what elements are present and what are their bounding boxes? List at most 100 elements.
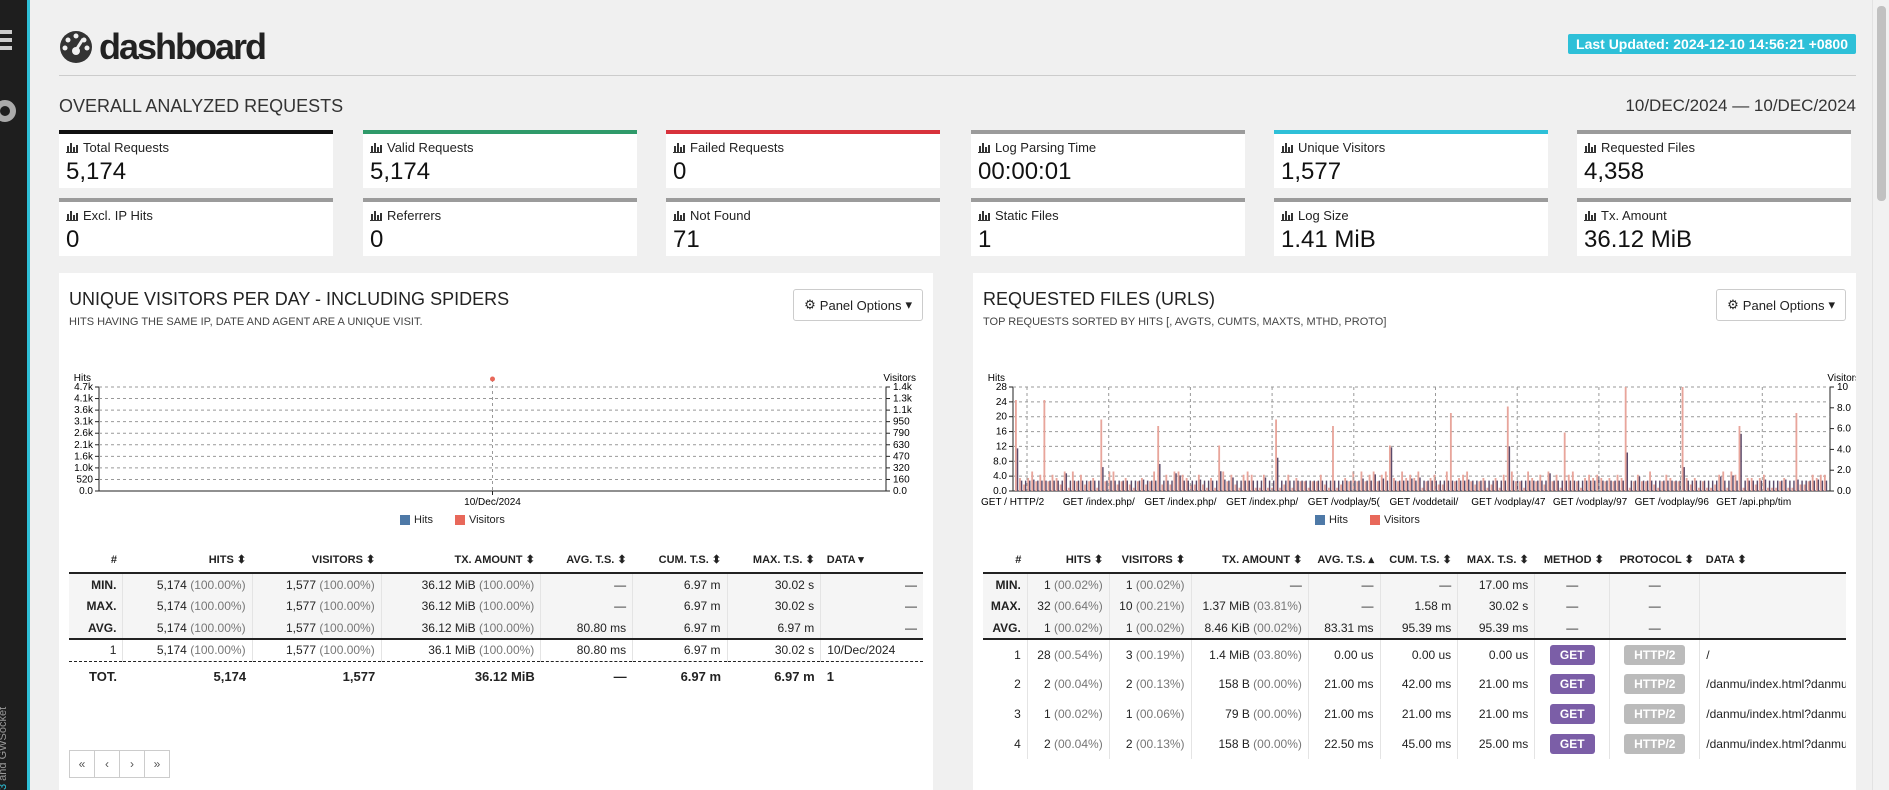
hits-bar[interactable] [1384, 471, 1387, 492]
panel-options-button[interactable]: ⚙ Panel Options ▾ [1716, 289, 1846, 321]
column-header[interactable]: DATA ⬍ [1699, 547, 1846, 574]
visitors-bar[interactable] [1211, 480, 1214, 491]
hits-bar[interactable] [1291, 487, 1294, 491]
hits-bar[interactable] [1173, 471, 1176, 492]
hits-bar[interactable] [1571, 471, 1574, 492]
visitors-bar[interactable] [1772, 480, 1775, 491]
hits-bar[interactable] [1344, 478, 1347, 491]
visitors-bar[interactable] [1675, 480, 1677, 491]
hits-bar[interactable] [1641, 481, 1643, 491]
prev-page-button[interactable]: ‹ [94, 750, 120, 778]
hits-bar[interactable] [1100, 419, 1103, 492]
hits-bar[interactable] [1754, 484, 1757, 492]
hits-bar[interactable] [1628, 487, 1631, 491]
visitors-bar[interactable] [1817, 479, 1820, 491]
hits-bar[interactable] [1498, 487, 1501, 491]
hits-bar[interactable] [1417, 471, 1420, 492]
last-page-button[interactable]: » [144, 750, 170, 778]
hits-bar[interactable] [1080, 474, 1082, 491]
visitors-bar[interactable] [1463, 480, 1466, 491]
visitors-bar[interactable] [1472, 480, 1474, 491]
hits-bar[interactable] [1547, 471, 1550, 492]
hits-bar[interactable] [1636, 474, 1639, 491]
visitors-bar[interactable] [1329, 480, 1332, 491]
hits-bar[interactable] [1454, 481, 1456, 491]
visitors-bar[interactable] [1232, 477, 1234, 491]
hits-bar[interactable] [1136, 481, 1139, 491]
visitors-bar[interactable] [1183, 480, 1185, 491]
visitors-bar[interactable] [1801, 480, 1803, 491]
hits-bar[interactable] [1441, 484, 1444, 492]
visitors-bar[interactable] [1398, 480, 1401, 491]
hits-bar[interactable] [1201, 484, 1204, 492]
next-page-button[interactable]: › [119, 750, 145, 778]
hits-bar[interactable] [1697, 487, 1700, 491]
visitors-bar[interactable] [1142, 479, 1145, 491]
visitors-bar[interactable] [1264, 477, 1267, 491]
hits-bar[interactable] [1299, 481, 1302, 491]
hits-bar[interactable] [1112, 471, 1115, 492]
visitors-bar[interactable] [1577, 480, 1580, 491]
hits-bar[interactable] [1092, 478, 1095, 491]
hits-bar[interactable] [1425, 481, 1428, 491]
column-header[interactable]: TX. AMOUNT ⬍ [1191, 547, 1309, 574]
hits-bar[interactable] [1608, 478, 1611, 491]
hits-bar[interactable] [1746, 478, 1749, 491]
hits-bar[interactable] [1775, 487, 1777, 491]
hits-bar[interactable] [1352, 471, 1355, 492]
table-row[interactable]: 1 5,174 (100.00%) 1,577 (100.00%) 36.1 MiB … [69, 638, 923, 661]
visitors-bar[interactable] [1594, 480, 1596, 491]
hits-bar[interactable] [1287, 474, 1290, 491]
visitors-bar[interactable] [1207, 480, 1210, 491]
hits-bar[interactable] [1120, 481, 1123, 491]
hits-bar[interactable] [1580, 487, 1582, 491]
visitors-bar[interactable] [1537, 480, 1539, 491]
column-header[interactable]: VISITORS ⬍ [1109, 547, 1192, 574]
hits-bar[interactable] [1332, 426, 1334, 491]
hits-bar[interactable] [1567, 474, 1570, 491]
visitors-bar[interactable] [1549, 473, 1551, 491]
visitors-bar[interactable] [1337, 480, 1340, 491]
visitors-bar[interactable] [1744, 480, 1746, 491]
hits-bar[interactable] [1490, 484, 1493, 492]
hits-bar[interactable] [1604, 481, 1607, 491]
column-header[interactable]: # [69, 547, 123, 574]
visitors-bar[interactable] [1033, 479, 1035, 491]
visitors-bar[interactable] [1638, 476, 1641, 491]
visitors-bar[interactable] [1171, 480, 1173, 491]
data-cell[interactable]: / [1699, 638, 1846, 669]
visitors-bar[interactable] [1447, 480, 1450, 491]
hits-bar[interactable] [1246, 471, 1249, 492]
visitors-bar[interactable] [1789, 480, 1791, 491]
hits-bar[interactable] [1539, 474, 1542, 491]
hits-bar[interactable] [1108, 471, 1111, 492]
hits-bar[interactable] [1535, 481, 1538, 491]
hits-bar[interactable] [1750, 478, 1753, 491]
visitors-bar[interactable] [1106, 480, 1108, 491]
visitors-bar[interactable] [1301, 480, 1303, 491]
hits-bar[interactable] [1315, 481, 1318, 491]
hits-bar[interactable] [1063, 471, 1066, 492]
hits-bar[interactable] [1307, 487, 1310, 491]
hits-bar[interactable] [1124, 478, 1127, 491]
visitors-bar[interactable] [1671, 480, 1673, 491]
visitors-bar[interactable] [1102, 467, 1104, 491]
visitors-bar[interactable] [1776, 480, 1779, 491]
visitors-bar[interactable] [1016, 448, 1019, 491]
hits-bar[interactable] [1206, 487, 1208, 491]
hits-bar[interactable] [1738, 426, 1741, 491]
visitors-bar[interactable] [1281, 480, 1283, 491]
visitors-bar[interactable] [1707, 480, 1710, 491]
hits-bar[interactable] [1397, 481, 1399, 491]
visitors-bar[interactable] [1524, 480, 1527, 491]
visitors-bar[interactable] [1228, 480, 1230, 491]
visitors-bar[interactable] [1687, 480, 1689, 491]
hits-bar[interactable] [1214, 487, 1217, 491]
hits-bar[interactable] [1323, 484, 1326, 492]
hits-bar[interactable] [1258, 487, 1261, 491]
hits-bar[interactable] [1116, 484, 1119, 492]
hits-bar[interactable] [1197, 474, 1200, 491]
hits-bar[interactable] [1234, 484, 1237, 492]
hits-bar[interactable] [1267, 487, 1269, 491]
visitors-bar[interactable] [1350, 480, 1352, 491]
